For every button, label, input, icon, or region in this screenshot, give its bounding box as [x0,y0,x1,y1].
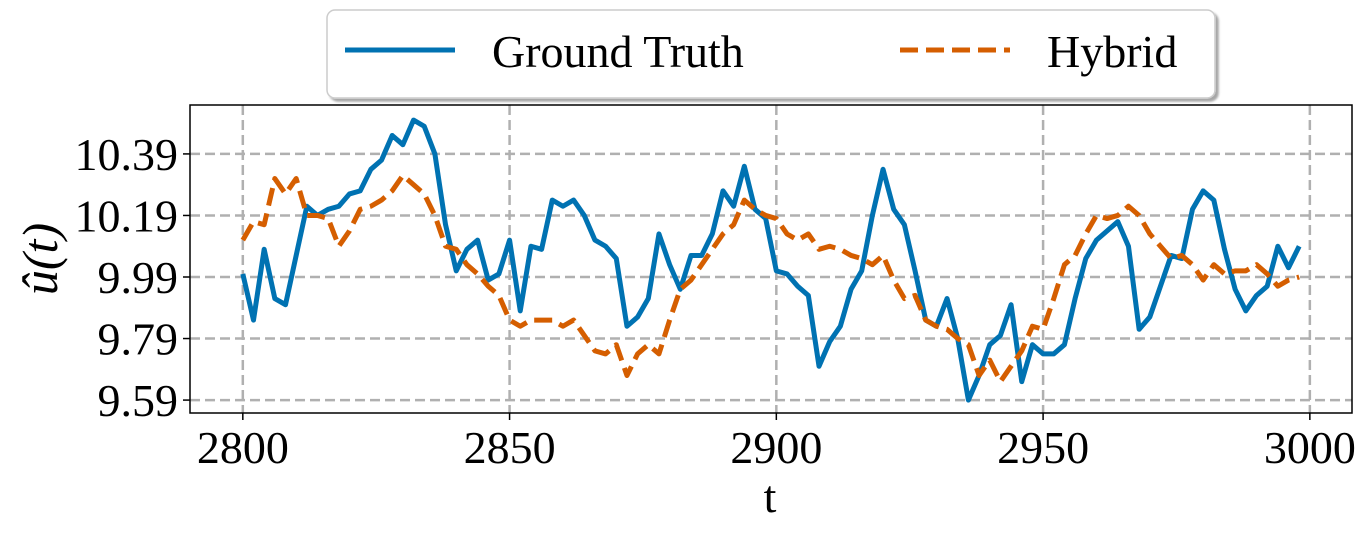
y-tick-label: 10.39 [75,129,179,180]
y-tick-label: 9.79 [98,314,179,365]
legend-label: Hybrid [1047,26,1177,77]
x-axis-label: t [764,471,777,522]
x-tick-label: 2950 [997,422,1089,473]
x-tick-label: 3000 [1264,422,1356,473]
legend-label: Ground Truth [492,26,744,77]
legend-box [326,9,1216,99]
series-line [240,117,1302,403]
plot-frame [189,104,1353,414]
series-line [240,172,1300,385]
x-tick-label: 2800 [197,422,289,473]
x-tick-label: 2900 [730,422,822,473]
y-axis-label: û(t) [12,223,68,295]
y-tick-label: 10.19 [75,190,179,241]
y-tick-label: 9.59 [98,375,179,426]
y-tick-label: 9.99 [98,252,179,303]
legend: Ground Truth Hybrid [326,9,1216,99]
x-tick-label: 2850 [464,422,556,473]
